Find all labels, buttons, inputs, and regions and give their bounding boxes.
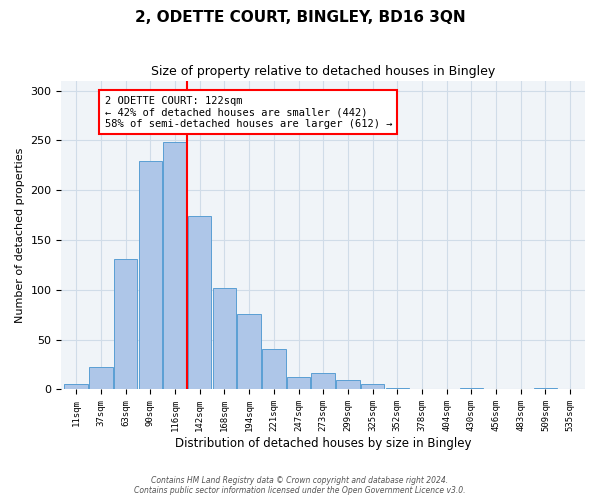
- Y-axis label: Number of detached properties: Number of detached properties: [15, 148, 25, 322]
- Bar: [311, 372, 335, 390]
- Bar: [89, 366, 113, 390]
- Bar: [287, 376, 310, 390]
- Bar: [386, 388, 409, 390]
- Bar: [460, 388, 483, 390]
- Bar: [114, 259, 137, 390]
- Title: Size of property relative to detached houses in Bingley: Size of property relative to detached ho…: [151, 65, 496, 78]
- Bar: [212, 288, 236, 390]
- Text: Contains HM Land Registry data © Crown copyright and database right 2024.
Contai: Contains HM Land Registry data © Crown c…: [134, 476, 466, 495]
- Bar: [336, 380, 359, 390]
- Bar: [238, 314, 261, 390]
- Bar: [361, 384, 385, 390]
- Bar: [534, 388, 557, 390]
- Bar: [163, 142, 187, 390]
- X-axis label: Distribution of detached houses by size in Bingley: Distribution of detached houses by size …: [175, 437, 472, 450]
- Bar: [64, 384, 88, 390]
- Text: 2, ODETTE COURT, BINGLEY, BD16 3QN: 2, ODETTE COURT, BINGLEY, BD16 3QN: [134, 10, 466, 25]
- Bar: [139, 162, 162, 390]
- Bar: [262, 348, 286, 390]
- Bar: [188, 216, 211, 390]
- Text: 2 ODETTE COURT: 122sqm
← 42% of detached houses are smaller (442)
58% of semi-de: 2 ODETTE COURT: 122sqm ← 42% of detached…: [104, 96, 392, 128]
